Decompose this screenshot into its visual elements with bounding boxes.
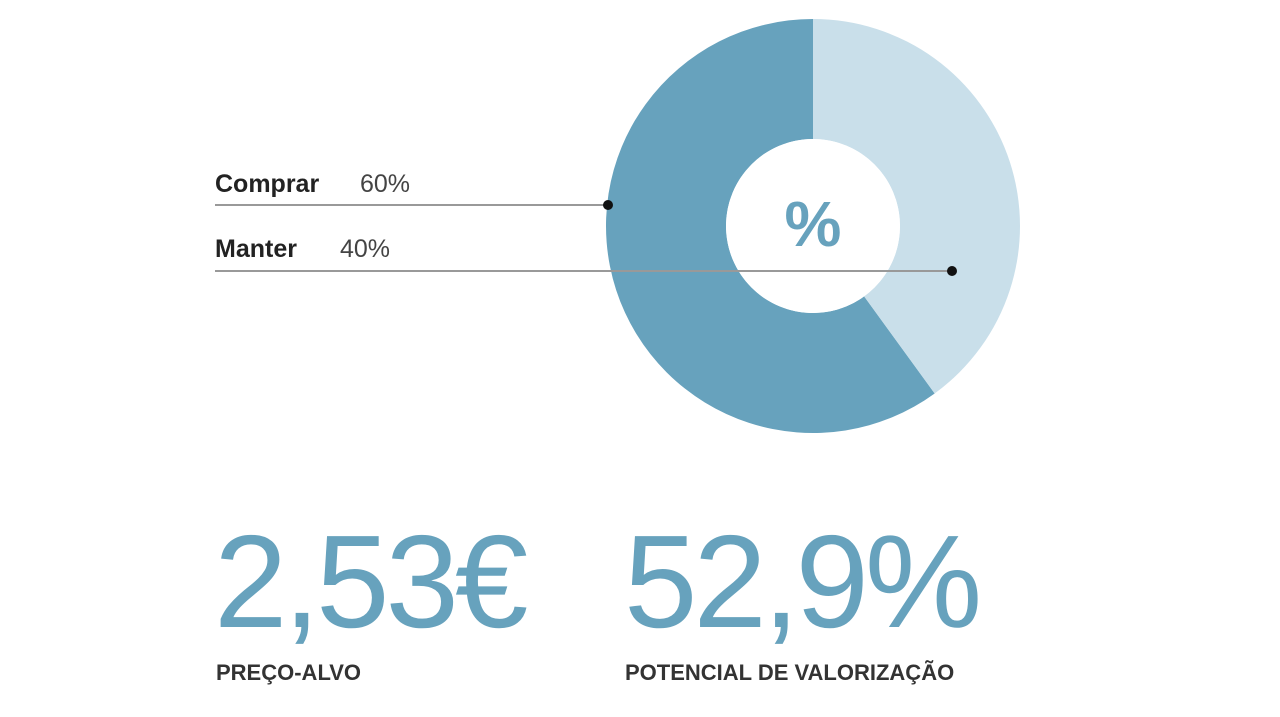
donut-hole (726, 139, 900, 313)
leader-dot (603, 200, 613, 210)
center-label: % (785, 188, 842, 260)
pie-slice (606, 19, 935, 434)
stat-value: 2,53€ (214, 508, 527, 655)
value-label: 60% (360, 170, 410, 198)
pie-slice (813, 19, 1020, 394)
leader-dot (947, 266, 957, 276)
value-label: 40% (340, 235, 390, 263)
stat-value: 52,9% (624, 508, 978, 655)
stat-label: POTENCIAL DE VALORIZAÇÃO (625, 660, 954, 685)
legend-label: Comprar (215, 170, 319, 198)
stat-label: PREÇO-ALVO (216, 660, 361, 685)
legend-label: Manter (215, 235, 297, 263)
